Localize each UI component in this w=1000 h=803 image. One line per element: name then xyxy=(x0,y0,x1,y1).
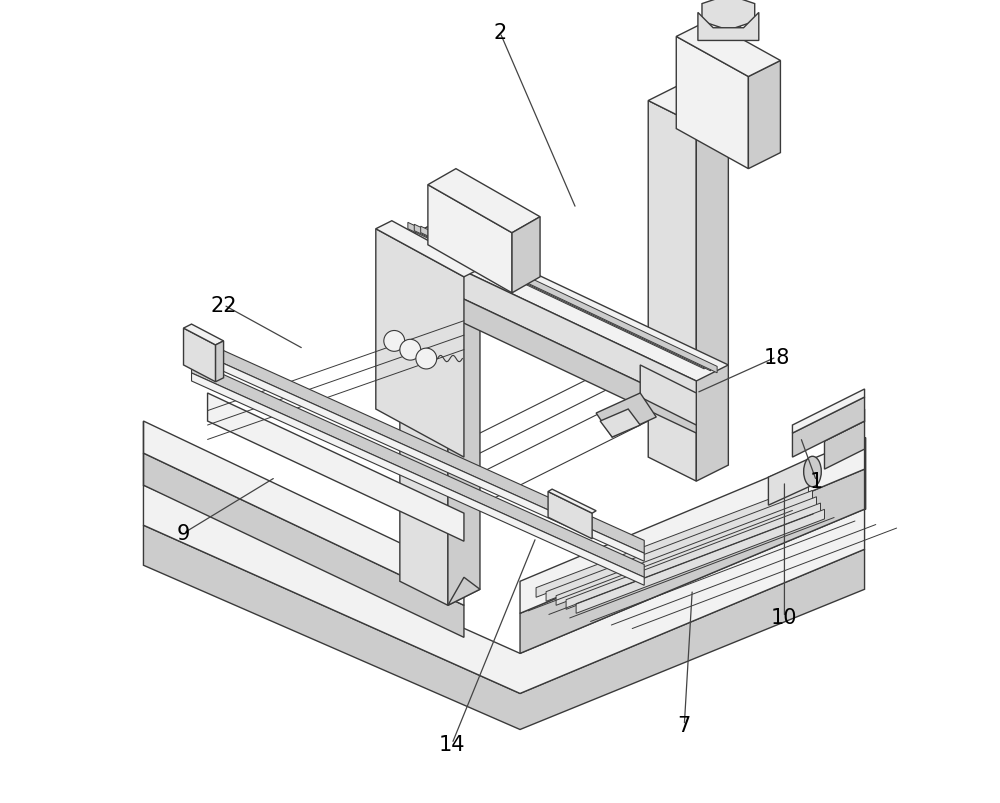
Polygon shape xyxy=(548,492,592,539)
Polygon shape xyxy=(520,438,865,613)
Text: 10: 10 xyxy=(771,608,798,628)
Polygon shape xyxy=(192,336,644,553)
Polygon shape xyxy=(143,422,464,605)
Polygon shape xyxy=(400,270,696,434)
Polygon shape xyxy=(520,470,865,654)
Polygon shape xyxy=(792,389,865,434)
Polygon shape xyxy=(421,227,717,373)
Text: 7: 7 xyxy=(678,715,691,736)
Polygon shape xyxy=(748,61,780,169)
Text: 2: 2 xyxy=(493,23,507,43)
Polygon shape xyxy=(428,185,512,293)
Text: 22: 22 xyxy=(210,296,237,316)
Text: 14: 14 xyxy=(439,734,465,754)
Polygon shape xyxy=(448,250,480,605)
Polygon shape xyxy=(600,410,640,438)
Polygon shape xyxy=(376,222,480,278)
Polygon shape xyxy=(143,486,865,694)
Polygon shape xyxy=(702,0,755,31)
Polygon shape xyxy=(400,226,728,381)
Polygon shape xyxy=(400,242,448,605)
Polygon shape xyxy=(792,397,865,458)
Polygon shape xyxy=(717,9,740,40)
Polygon shape xyxy=(768,458,812,506)
Circle shape xyxy=(416,349,437,369)
Text: 9: 9 xyxy=(177,524,190,544)
Polygon shape xyxy=(192,373,644,585)
Polygon shape xyxy=(676,38,748,169)
Polygon shape xyxy=(596,393,656,438)
Polygon shape xyxy=(824,410,865,442)
Polygon shape xyxy=(576,510,824,613)
Polygon shape xyxy=(556,497,816,605)
Text: 18: 18 xyxy=(763,348,790,368)
Polygon shape xyxy=(216,341,224,382)
Polygon shape xyxy=(536,484,808,597)
Polygon shape xyxy=(414,225,711,372)
Polygon shape xyxy=(696,109,728,482)
Polygon shape xyxy=(192,349,644,561)
Polygon shape xyxy=(376,230,464,458)
Polygon shape xyxy=(546,491,812,601)
Text: 1: 1 xyxy=(810,471,823,491)
Polygon shape xyxy=(448,577,480,605)
Polygon shape xyxy=(512,218,540,293)
Circle shape xyxy=(400,340,421,361)
Polygon shape xyxy=(698,14,759,42)
Polygon shape xyxy=(648,85,728,125)
Polygon shape xyxy=(648,101,696,482)
Polygon shape xyxy=(192,361,644,577)
Polygon shape xyxy=(143,454,464,638)
Polygon shape xyxy=(428,169,540,234)
Polygon shape xyxy=(184,324,224,345)
Circle shape xyxy=(384,331,405,352)
Polygon shape xyxy=(400,242,696,410)
Polygon shape xyxy=(824,422,865,470)
Polygon shape xyxy=(400,226,480,266)
Polygon shape xyxy=(184,328,216,382)
Polygon shape xyxy=(548,490,596,514)
Ellipse shape xyxy=(804,457,821,487)
Polygon shape xyxy=(408,223,704,369)
Polygon shape xyxy=(566,503,820,609)
Polygon shape xyxy=(640,365,696,426)
Polygon shape xyxy=(208,393,464,541)
Polygon shape xyxy=(676,22,780,77)
Polygon shape xyxy=(143,525,865,730)
